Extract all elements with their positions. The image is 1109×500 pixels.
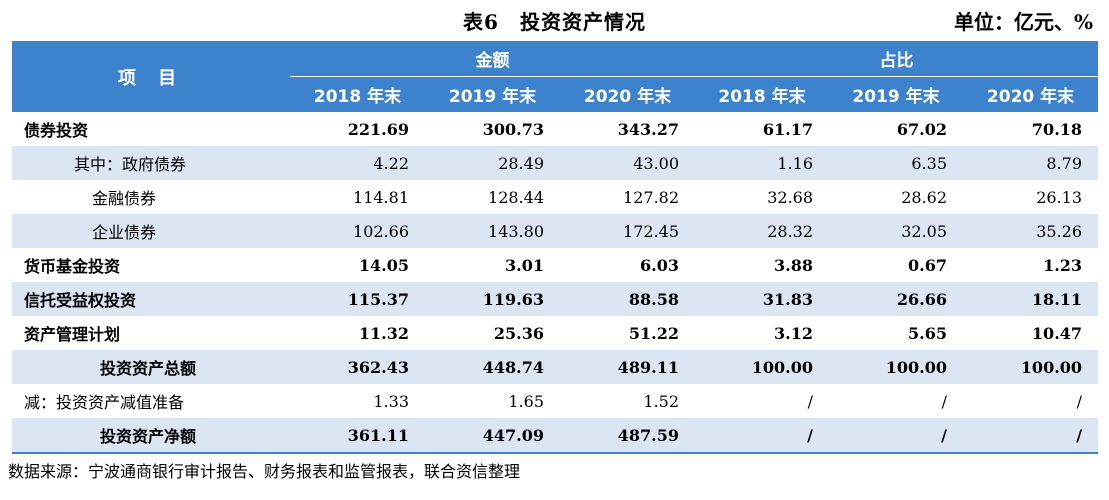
source-note: 数据来源：宁波通商银行审计报告、财务报表和监管报表，联合资信整理	[8, 462, 521, 481]
table-row: 金融债券 114.81 128.44 127.82 32.68 28.62 26.13	[12, 180, 1098, 214]
cell-value: 115.37	[290, 282, 425, 316]
cell-value: 1.52	[643, 391, 680, 411]
header-row-years: 2018 年末 2019 年末 2020 年末 2018 年末 2019 年末 …	[12, 76, 1099, 112]
cell-value: 361.11	[290, 418, 425, 454]
investment-assets-table: 项 目 金额 占比 2018 年末 2019 年末 2020 年末 2018 年…	[12, 41, 1099, 454]
cell-value: 128.44	[488, 187, 544, 207]
cell-value: 1.65	[508, 391, 544, 411]
cell-value: 100.00	[695, 350, 830, 384]
row-label: 其中：政府债券	[12, 146, 290, 180]
header-group-amount: 金额	[290, 41, 696, 77]
table-row: 投资资产净额 361.11 447.09 487.59// /	[12, 418, 1099, 454]
header-year: 2020 年末	[963, 76, 1099, 112]
cell-value: 10.47	[1031, 323, 1083, 343]
header-year: 2020 年末	[560, 76, 696, 112]
cell-value: 3.88	[774, 255, 814, 275]
header-group-share: 占比	[695, 41, 1099, 77]
cell-value: 61.17	[762, 119, 814, 139]
cell-value: /	[941, 391, 948, 411]
cell-value: /	[829, 418, 964, 454]
table-row: 减：投资资产减值准备 1.33 1.65 1.52 / / /	[12, 384, 1098, 418]
table-body: 债券投资 221.69 300.73 343.27 61.17 67.02 70.18 其中：…	[12, 112, 1099, 454]
cell-value: 25.36	[493, 323, 544, 343]
row-label: 减：投资资产减值准备	[24, 393, 185, 412]
cell-value: 31.83	[695, 282, 830, 316]
row-label: 债券投资	[24, 121, 89, 140]
cell-value: 88.58	[560, 282, 696, 316]
cell-value: 18.11	[963, 282, 1099, 316]
cell-value: 172.45	[560, 214, 696, 248]
table-row: 企业债券 102.66 143.80 172.45 28.32 32.05 35.26	[12, 214, 1099, 248]
cell-value: 32.68	[767, 187, 814, 207]
cell-value: 487.59	[560, 418, 696, 454]
cell-value: 32.05	[829, 214, 964, 248]
cell-value: 14.05	[358, 255, 409, 275]
cell-value: 0.67	[908, 255, 948, 275]
unit-label: 单位：亿元、%	[953, 10, 1093, 34]
table-row: 资产管理计划 11.32 25.36 51.22 3.12 5.65 10.47	[12, 316, 1098, 350]
cell-value: 67.02	[896, 119, 948, 139]
cell-value: /	[807, 391, 814, 411]
cell-value: 343.27	[617, 119, 680, 139]
header-year: 2018 年末	[695, 76, 830, 112]
cell-value: 1.23	[1043, 255, 1083, 275]
cell-value: 447.09	[425, 418, 560, 454]
cell-value: 300.73	[482, 119, 544, 139]
cell-value: 114.81	[353, 187, 409, 207]
table-row: 其中：政府债券 4.22 28.49 43.00 1.16 6.35 8.79	[12, 146, 1099, 180]
cell-value: /	[695, 418, 830, 454]
cell-value: 100.00	[963, 350, 1099, 384]
cell-value: 127.82	[623, 187, 680, 207]
cell-value: 26.13	[1036, 187, 1083, 207]
header-row-groups: 项 目 金额 占比	[12, 41, 1099, 112]
header-year: 2018 年末	[290, 76, 425, 112]
cell-value: 489.11	[560, 350, 696, 384]
cell-value: 119.63	[425, 282, 560, 316]
cell-value: 221.69	[347, 119, 409, 139]
cell-value: 28.49	[425, 146, 560, 180]
cell-value: 100.00	[829, 350, 964, 384]
cell-value: 70.18	[1031, 119, 1083, 139]
cell-value: 28.32	[695, 214, 830, 248]
table-title: 表6 投资资产情况	[463, 10, 646, 34]
cell-value: 362.43	[290, 350, 425, 384]
cell-value: 3.12	[774, 323, 814, 343]
cell-value: 4.22	[290, 146, 425, 180]
cell-value: 43.00	[560, 146, 696, 180]
row-label: 投资资产总额	[12, 350, 290, 384]
cell-value: 5.65	[908, 323, 948, 343]
row-label: 企业债券	[12, 214, 290, 248]
cell-value: 6.03	[640, 255, 680, 275]
cell-value: 35.26	[963, 214, 1099, 248]
cell-value: 28.62	[901, 187, 948, 207]
header-year: 2019 年末	[829, 76, 964, 112]
header-item: 项 目	[12, 41, 290, 112]
cell-value: 3.01	[505, 255, 544, 275]
header-year: 2019 年末	[425, 76, 560, 112]
row-label: 信托受益权投资	[12, 282, 290, 316]
cell-value: 51.22	[628, 323, 680, 343]
cell-value: 143.80	[425, 214, 560, 248]
cell-value: 102.66	[290, 214, 425, 248]
table-row: 货币基金投资 14.05 3.01 6.03 3.88 0.67 1.23	[12, 248, 1098, 282]
cell-value: 1.16	[695, 146, 830, 180]
cell-value: 26.66	[829, 282, 964, 316]
row-label: 投资资产净额	[12, 418, 290, 454]
cell-value: 11.32	[358, 323, 409, 343]
table-row: 信托受益权投资 115.37 119.63 88.58 31.83 26.66 18.11	[12, 282, 1099, 316]
table-row: 债券投资 221.69 300.73 343.27 61.17 67.02 70.18	[12, 112, 1098, 146]
row-label: 货币基金投资	[24, 257, 121, 276]
cell-value: 8.79	[963, 146, 1099, 180]
row-label: 金融债券	[92, 189, 157, 208]
cell-value: 6.35	[829, 146, 964, 180]
title-row: 表6 投资资产情况 单位：亿元、%	[0, 0, 1109, 40]
cell-value: /	[1076, 391, 1083, 411]
table-row: 投资资产总额 362.43 448.74 489.11 100.00 100.00 100.…	[12, 350, 1099, 384]
cell-value: 1.33	[373, 391, 409, 411]
cell-value: 448.74	[425, 350, 560, 384]
cell-value: /	[963, 418, 1099, 454]
row-label: 资产管理计划	[24, 325, 121, 344]
